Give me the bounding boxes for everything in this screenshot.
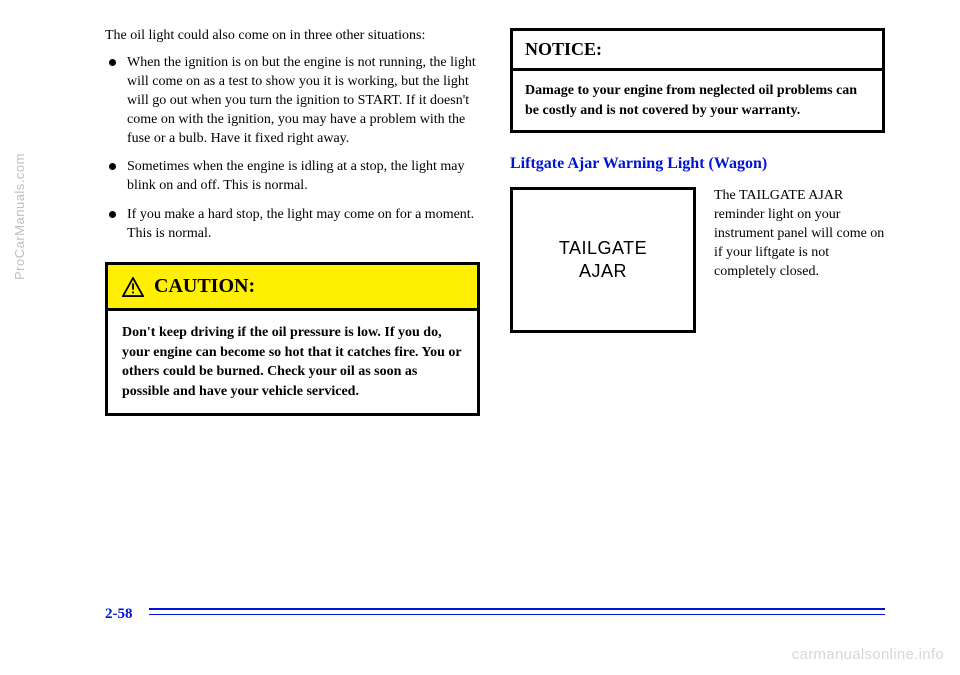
footer-rule: [149, 608, 885, 615]
notice-box: NOTICE: Damage to your engine from negle…: [510, 28, 885, 133]
page-number: 2-58: [105, 606, 133, 623]
right-column: NOTICE: Damage to your engine from negle…: [510, 28, 885, 416]
bullet-list: When the ignition is on but the engine i…: [105, 54, 480, 244]
liftgate-description: The TAILGATE AJAR reminder light on your…: [714, 187, 885, 281]
bullet-item: When the ignition is on but the engine i…: [105, 54, 480, 148]
left-column: The oil light could also come on in thre…: [105, 28, 480, 416]
liftgate-row: TAILGATE AJAR The TAILGATE AJAR reminder…: [510, 187, 885, 333]
watermark-left: ProCarManuals.com: [12, 153, 27, 280]
indicator-text: TAILGATE AJAR: [559, 237, 647, 284]
content-columns: The oil light could also come on in thre…: [105, 28, 885, 416]
notice-body: Damage to your engine from neglected oil…: [513, 71, 882, 130]
page-footer: 2-58: [105, 605, 885, 619]
intro-text: The oil light could also come on in thre…: [105, 28, 480, 44]
caution-box: CAUTION: Don't keep driving if the oil p…: [105, 262, 480, 416]
watermark-right: carmanualsonline.info: [792, 646, 944, 663]
indicator-line1: TAILGATE: [559, 237, 647, 260]
notice-title: NOTICE:: [513, 31, 882, 71]
bullet-item: If you make a hard stop, the light may c…: [105, 206, 480, 244]
tailgate-ajar-indicator: TAILGATE AJAR: [510, 187, 696, 333]
caution-header: CAUTION:: [108, 265, 477, 311]
bullet-item: Sometimes when the engine is idling at a…: [105, 158, 480, 196]
indicator-line2: AJAR: [559, 260, 647, 283]
warning-triangle-icon: [122, 277, 144, 297]
caution-title: CAUTION:: [154, 275, 255, 298]
liftgate-section-title: Liftgate Ajar Warning Light (Wagon): [510, 155, 885, 173]
manual-page: The oil light could also come on in thre…: [0, 0, 960, 675]
caution-body: Don't keep driving if the oil pressure i…: [108, 311, 477, 413]
